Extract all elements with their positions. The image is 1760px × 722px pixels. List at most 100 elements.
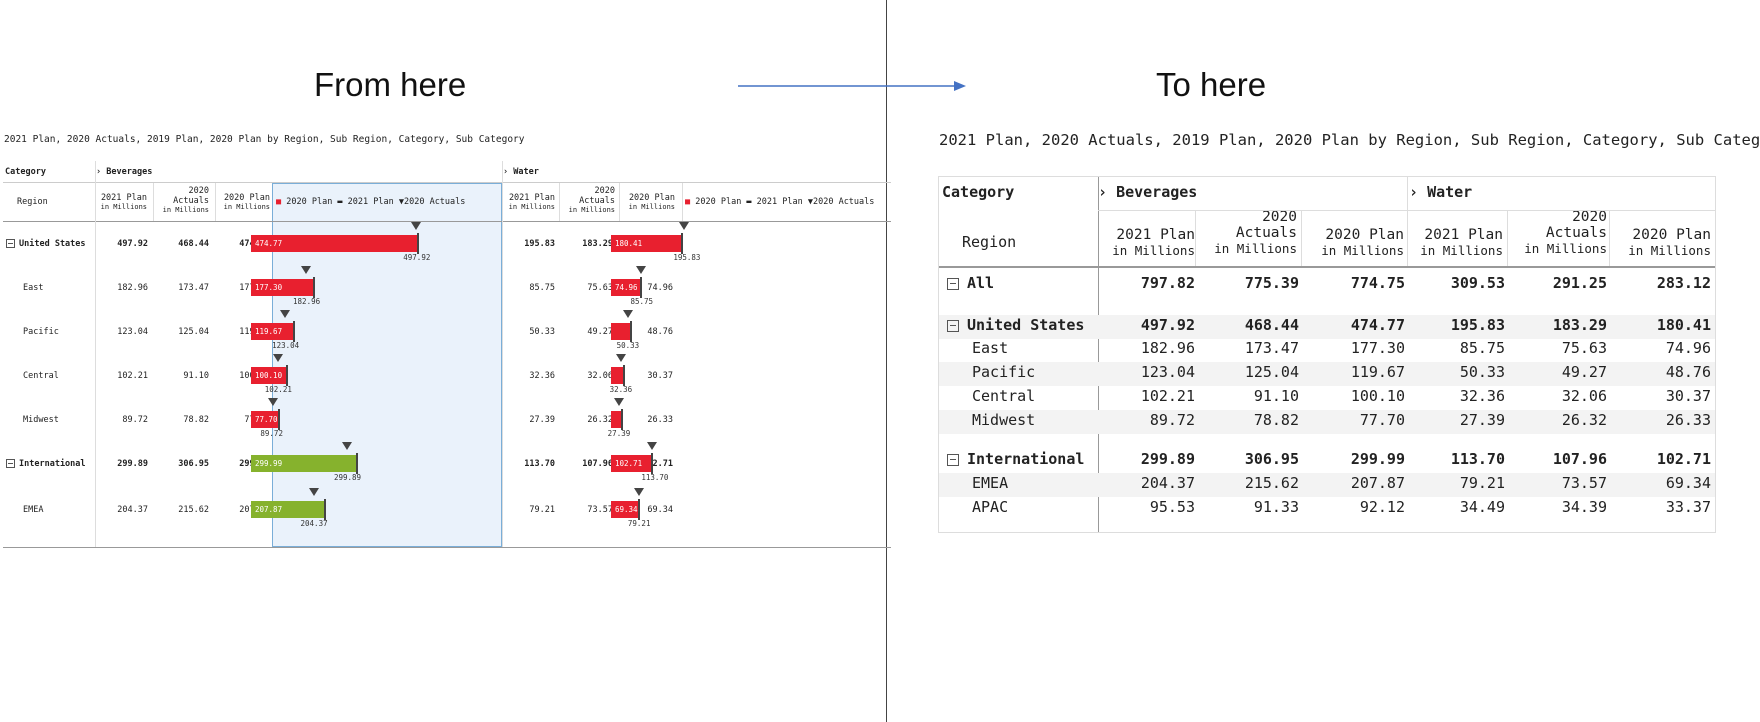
plan2021-marker <box>292 321 295 342</box>
beverages-value: 173.47 <box>1244 339 1299 357</box>
row-name: All <box>967 274 995 292</box>
row-name: Midwest <box>23 415 59 425</box>
plan2021-marker <box>278 409 281 430</box>
beverages-value: 173.47 <box>178 283 209 293</box>
beverages-value: 125.04 <box>178 327 209 337</box>
plan2021-marker <box>681 233 684 254</box>
water-value: 85.75 <box>1459 339 1505 357</box>
region-header: Region <box>962 233 1017 251</box>
row-label: East <box>972 339 1008 357</box>
water-value: 107.96 <box>582 459 613 469</box>
water-value: 69.34 <box>647 505 673 515</box>
beverages-value: 215.62 <box>1244 474 1299 492</box>
beverages-header[interactable]: › Beverages <box>96 167 152 177</box>
plan2020-bar: 207.87 <box>251 501 324 518</box>
beverages-label: Beverages <box>1116 183 1198 201</box>
actuals-marker-icon <box>633 488 644 496</box>
plan2020-bar: 177.30 <box>251 279 314 296</box>
plan2020-bar: 100.10 <box>251 367 287 384</box>
actuals-marker-icon <box>615 354 626 362</box>
wat-chart-legend: ■ 2020 Plan ▬ 2021 Plan ▼2020 Actuals <box>685 197 875 207</box>
beverages-value: 207.87 <box>1350 474 1405 492</box>
collapse-icon[interactable] <box>6 459 15 468</box>
actuals-marker-icon <box>341 442 352 450</box>
beverages-value: 299.89 <box>1140 450 1195 468</box>
beverages-value: 468.44 <box>1244 316 1299 334</box>
beverages-value: 306.95 <box>1244 450 1299 468</box>
plan2020-bar: 180.41 <box>611 235 682 252</box>
row-label: Pacific <box>23 327 59 337</box>
water-header[interactable]: › Water <box>1409 183 1472 201</box>
water-header[interactable]: › Water <box>503 167 539 177</box>
water-value: 26.32 <box>1561 411 1607 429</box>
beverages-value: 306.95 <box>178 459 209 469</box>
actuals-label: 27.39 <box>607 429 631 438</box>
plan2020-bar: 74.96 <box>611 279 641 296</box>
row-shade <box>939 315 1715 339</box>
water-value: 69.34 <box>1665 474 1711 492</box>
water-value: 32.36 <box>529 371 555 381</box>
beverages-value: 123.04 <box>117 327 148 337</box>
water-value: 34.49 <box>1459 498 1505 516</box>
water-value: 113.70 <box>1450 450 1505 468</box>
row-name: United States <box>19 239 86 249</box>
plan2021-marker <box>640 277 643 298</box>
collapse-icon[interactable] <box>947 453 959 466</box>
water-value: 73.57 <box>587 505 613 515</box>
row-label: Midwest <box>972 411 1035 429</box>
beverages-value: 102.21 <box>117 371 148 381</box>
row-name: Pacific <box>972 363 1036 381</box>
beverages-value: 95.53 <box>1149 498 1195 516</box>
collapse-icon[interactable] <box>947 277 959 290</box>
row-name: International <box>967 450 1085 468</box>
before-table: Category › Beverages › Water Region 2021… <box>3 161 891 548</box>
row-label: EMEA <box>23 505 43 515</box>
water-value: 195.83 <box>1450 316 1505 334</box>
water-value: 30.37 <box>647 371 673 381</box>
beverages-value: 89.72 <box>122 415 148 425</box>
row-name: Pacific <box>23 327 59 337</box>
water-value: 32.06 <box>587 371 613 381</box>
water-value: 180.41 <box>1656 316 1711 334</box>
water-value: 75.63 <box>1561 339 1607 357</box>
actuals-marker-icon <box>301 266 312 274</box>
row-label: United States <box>6 239 86 249</box>
actuals-marker-icon <box>613 398 624 406</box>
beverages-value: 125.04 <box>1244 363 1299 381</box>
row-shade <box>939 410 1715 434</box>
water-value: 32.06 <box>1561 387 1607 405</box>
collapse-icon[interactable] <box>947 319 959 332</box>
beverages-value: 78.82 <box>183 415 209 425</box>
bev-plan2020-header: 2020 Plan in Millions <box>1321 227 1404 258</box>
beverages-value: 91.10 <box>1253 387 1299 405</box>
water-value: 183.29 <box>582 239 613 249</box>
plan2020-bar: 69.34 <box>611 501 639 518</box>
chart-subtitle-before: 2021 Plan, 2020 Actuals, 2019 Plan, 2020… <box>4 134 525 145</box>
row-label: East <box>23 283 43 293</box>
actuals-label: 497.92 <box>403 253 431 262</box>
chevron-right-icon: › <box>503 167 509 177</box>
divider <box>886 0 887 722</box>
actuals-label: 85.75 <box>630 297 654 306</box>
row-label: Central <box>23 371 59 381</box>
plan2021-marker <box>417 233 420 254</box>
water-value: 50.33 <box>529 327 555 337</box>
wat-actuals-header: 2020 Actuals in Millions <box>1524 209 1607 256</box>
water-value: 48.76 <box>647 327 673 337</box>
wat-plan2020-header: 2020 Plan in Millions <box>1628 227 1711 258</box>
wat-plan2021-header: 2021 Plan in Millions <box>1420 227 1503 258</box>
plan2020-bar: 474.77 <box>251 235 418 252</box>
region-header: Region <box>17 197 48 207</box>
bev-plan2021-header: 2021 Plan in Millions <box>1112 227 1195 258</box>
collapse-icon[interactable] <box>6 239 15 248</box>
row-label: Central <box>972 387 1035 405</box>
plan2020-bar: 119.67 <box>251 323 293 340</box>
actuals-marker-icon <box>272 354 283 362</box>
beverages-header[interactable]: › Beverages <box>1098 183 1197 201</box>
beverages-value: 775.39 <box>1244 274 1299 292</box>
beverages-value: 204.37 <box>1140 474 1195 492</box>
water-value: 309.53 <box>1450 274 1505 292</box>
water-value: 74.96 <box>647 283 673 293</box>
water-value: 73.57 <box>1561 474 1607 492</box>
row-name: Midwest <box>972 411 1036 429</box>
